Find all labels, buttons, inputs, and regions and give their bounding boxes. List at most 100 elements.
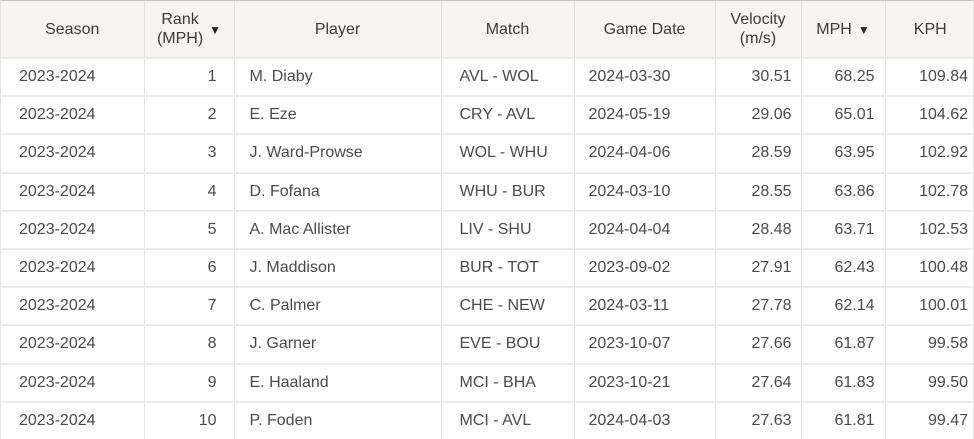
- cell-season: 2023-2024: [1, 96, 145, 136]
- cell-kph: 109.84: [885, 58, 973, 98]
- cell-match: EVE - BOU: [441, 325, 575, 365]
- cell-season: 2023-2024: [1, 287, 145, 327]
- column-header-player[interactable]: Player: [234, 1, 442, 59]
- cell-game-date: 2024-04-03: [574, 401, 716, 439]
- cell-season: 2023-2024: [1, 363, 145, 403]
- column-header-label: Season: [45, 20, 100, 38]
- cell-kph: 102.92: [885, 134, 973, 174]
- table-row: 2023-2024 8 J. Garner EVE - BOU 2023-10-…: [1, 325, 973, 365]
- table-body: 2023-2024 1 M. Diaby AVL - WOL 2024-03-3…: [1, 58, 973, 439]
- cell-kph: 104.62: [885, 96, 973, 136]
- cell-velocity: 27.66: [715, 325, 802, 365]
- table-header: Season Rank (MPH) ▼ Player Match: [1, 1, 973, 59]
- cell-rank: 6: [144, 248, 235, 289]
- column-header-game-date[interactable]: Game Date: [574, 1, 716, 59]
- table-row: 2023-2024 5 A. Mac Allister LIV - SHU 20…: [1, 210, 973, 250]
- cell-game-date: 2024-04-04: [574, 210, 716, 250]
- cell-player: J. Ward-Prowse: [234, 134, 442, 174]
- cell-velocity: 27.63: [715, 401, 802, 439]
- table-row: 2023-2024 1 M. Diaby AVL - WOL 2024-03-3…: [1, 58, 973, 98]
- cell-season: 2023-2024: [1, 325, 145, 365]
- cell-match: MCI - AVL: [441, 401, 575, 439]
- cell-mph: 62.14: [801, 287, 886, 327]
- cell-game-date: 2023-10-21: [574, 363, 716, 403]
- cell-match: WOL - WHU: [441, 134, 575, 174]
- cell-player: D. Fofana: [234, 172, 442, 212]
- cell-player: J. Maddison: [234, 248, 442, 289]
- table-row: 2023-2024 3 J. Ward-Prowse WOL - WHU 202…: [1, 134, 973, 174]
- column-header-label: Velocity (m/s): [730, 11, 786, 47]
- cell-mph: 62.43: [801, 248, 886, 289]
- cell-game-date: 2024-03-11: [574, 287, 716, 327]
- cell-rank: 4: [144, 172, 235, 212]
- cell-rank: 7: [144, 287, 235, 327]
- cell-player: J. Garner: [234, 325, 442, 365]
- cell-velocity: 27.64: [715, 363, 802, 403]
- table-row: 2023-2024 6 J. Maddison BUR - TOT 2023-0…: [1, 248, 973, 289]
- column-header-kph[interactable]: KPH: [885, 1, 973, 59]
- cell-kph: 99.47: [885, 401, 973, 439]
- cell-match: WHU - BUR: [441, 172, 575, 212]
- cell-kph: 102.78: [885, 172, 973, 212]
- column-header-label: Match: [485, 20, 530, 38]
- cell-mph: 61.81: [801, 401, 886, 439]
- cell-velocity: 27.91: [715, 248, 802, 289]
- cell-kph: 100.01: [885, 287, 973, 327]
- cell-velocity: 28.48: [715, 210, 802, 250]
- cell-mph: 63.86: [801, 172, 886, 212]
- cell-rank: 9: [144, 363, 235, 403]
- table-row: 2023-2024 2 E. Eze CRY - AVL 2024-05-19 …: [1, 96, 973, 136]
- column-header-match[interactable]: Match: [441, 1, 575, 59]
- cell-game-date: 2023-09-02: [574, 248, 716, 289]
- cell-player: P. Foden: [234, 401, 442, 439]
- column-header-mph[interactable]: MPH ▼: [801, 1, 886, 59]
- cell-mph: 68.25: [801, 58, 886, 98]
- column-header-velocity[interactable]: Velocity (m/s): [715, 1, 802, 59]
- cell-season: 2023-2024: [1, 210, 145, 250]
- cell-match: AVL - WOL: [441, 58, 575, 98]
- cell-game-date: 2024-04-06: [574, 134, 716, 174]
- cell-match: LIV - SHU: [441, 210, 575, 250]
- table-row: 2023-2024 7 C. Palmer CHE - NEW 2024-03-…: [1, 287, 973, 327]
- table-row: 2023-2024 10 P. Foden MCI - AVL 2024-04-…: [1, 401, 973, 439]
- cell-velocity: 30.51: [715, 58, 802, 98]
- cell-match: MCI - BHA: [441, 363, 575, 403]
- cell-rank: 1: [144, 58, 235, 98]
- cell-player: M. Diaby: [234, 58, 442, 98]
- cell-match: CHE - NEW: [441, 287, 575, 327]
- cell-kph: 102.53: [885, 210, 973, 250]
- sort-desc-icon: ▼: [857, 23, 870, 37]
- cell-game-date: 2024-05-19: [574, 96, 716, 136]
- cell-mph: 65.01: [801, 96, 886, 136]
- cell-rank: 3: [144, 134, 235, 174]
- cell-season: 2023-2024: [1, 401, 145, 439]
- cell-velocity: 29.06: [715, 96, 802, 136]
- cell-rank: 10: [144, 401, 235, 439]
- cell-game-date: 2024-03-10: [574, 172, 716, 212]
- column-header-label: Player: [314, 20, 361, 38]
- cell-game-date: 2024-03-30: [574, 58, 716, 98]
- cell-mph: 63.95: [801, 134, 886, 174]
- cell-season: 2023-2024: [1, 248, 145, 289]
- cell-mph: 63.71: [801, 210, 886, 250]
- cell-mph: 61.87: [801, 325, 886, 365]
- cell-kph: 100.48: [885, 248, 973, 289]
- cell-game-date: 2023-10-07: [574, 325, 716, 365]
- cell-velocity: 28.55: [715, 172, 802, 212]
- sort-desc-icon: ▼: [209, 23, 222, 37]
- cell-player: E. Eze: [234, 96, 442, 136]
- cell-season: 2023-2024: [1, 134, 145, 174]
- cell-match: CRY - AVL: [441, 96, 575, 136]
- cell-rank: 8: [144, 325, 235, 365]
- column-header-season[interactable]: Season: [1, 1, 145, 59]
- table-row: 2023-2024 4 D. Fofana WHU - BUR 2024-03-…: [1, 172, 973, 212]
- column-header-label: MPH: [816, 20, 852, 38]
- cell-rank: 5: [144, 210, 235, 250]
- cell-player: A. Mac Allister: [234, 210, 442, 250]
- column-header-label: KPH: [913, 20, 947, 38]
- cell-mph: 61.83: [801, 363, 886, 403]
- column-header-label: Rank (MPH): [156, 11, 204, 47]
- column-header-rank-mph[interactable]: Rank (MPH) ▼: [144, 1, 235, 59]
